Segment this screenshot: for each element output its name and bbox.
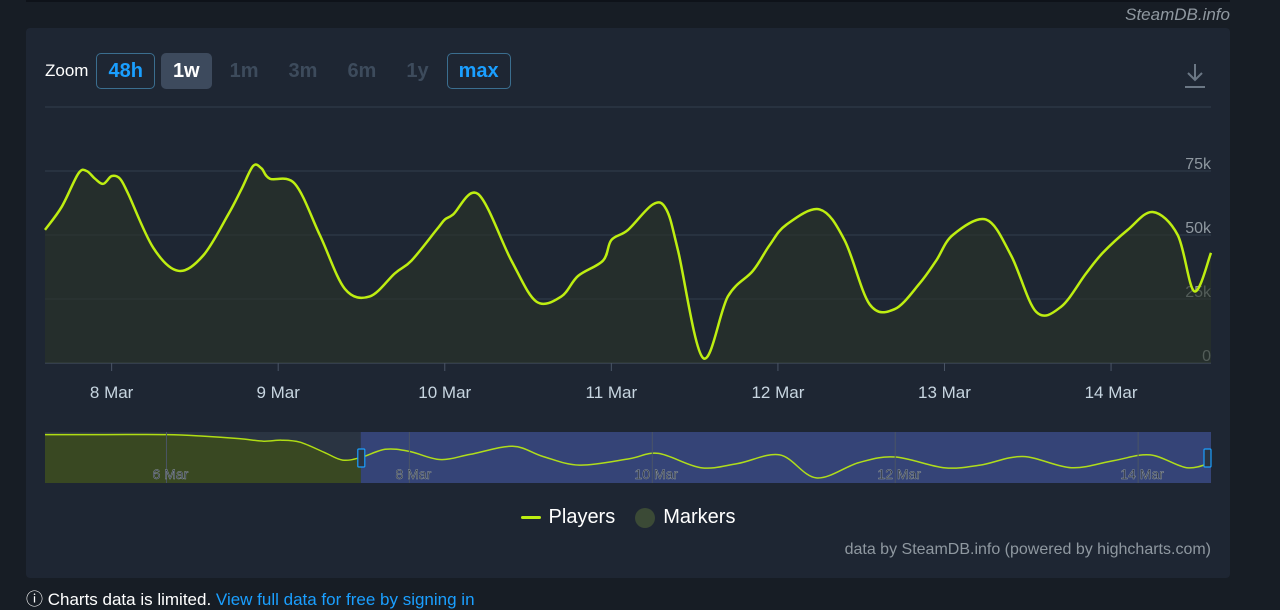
zoom-label: Zoom	[45, 61, 89, 80]
x-tick-label: 8 Mar	[90, 383, 134, 402]
chart-legend: Players Markers	[26, 506, 1230, 529]
zoom-1y-button[interactable]: 1y	[406, 59, 429, 82]
x-tick-label: 11 Mar	[586, 383, 638, 402]
chart-panel: Zoom 48h 1w 1m 3m 6m 1y max 025k50k75k8 …	[26, 28, 1230, 578]
navigator-handle-left	[357, 448, 366, 468]
steamdb-credit: SteamDB.info	[1125, 5, 1230, 24]
zoom-48h-button[interactable]: 48h	[96, 53, 155, 89]
zoom-1w-button[interactable]: 1w	[160, 53, 212, 89]
players-area	[45, 164, 1211, 363]
zoom-max-button[interactable]: max	[446, 53, 511, 89]
zoom-controls: Zoom 48h 1w 1m 3m 6m 1y max	[45, 53, 517, 89]
zoom-6m-button[interactable]: 6m	[347, 59, 377, 82]
limited-data-notice: ⓘ Charts data is limited. View full data…	[26, 585, 475, 610]
zoom-3m-button[interactable]: 3m	[288, 59, 318, 82]
top-divider	[26, 0, 1230, 2]
legend-players-label: Players	[548, 506, 616, 528]
navigator-line	[45, 433, 1212, 479]
legend-players[interactable]: Players	[520, 506, 616, 529]
y-tick-label: 50k	[1185, 220, 1212, 237]
players-swatch	[520, 516, 541, 519]
x-tick-label: 9 Mar	[256, 383, 300, 402]
zoom-1m-button[interactable]: 1m	[229, 59, 259, 82]
navigator-tick-label: 10 Mar	[635, 466, 679, 482]
navigator-area-outside	[45, 434, 361, 483]
x-tick-label: 10 Mar	[418, 383, 471, 402]
navigator-tick-label: 8 Mar	[395, 466, 431, 482]
navigator-tick-label: 12 Mar	[877, 466, 921, 482]
download-icon[interactable]	[1184, 61, 1206, 89]
markers-swatch	[635, 507, 656, 528]
legend-markers[interactable]: Markers	[635, 506, 735, 529]
navigator-handle-right	[1203, 448, 1212, 468]
players-line	[43, 163, 1213, 360]
navigator-tick-label: 14 Mar	[1120, 466, 1164, 482]
legend-markers-label: Markers	[663, 506, 736, 528]
y-tick-label: 75k	[1185, 156, 1212, 173]
x-tick-label: 14 Mar	[1085, 383, 1138, 402]
chart-credits[interactable]: data by SteamDB.info (powered by highcha…	[844, 541, 1211, 558]
x-tick-label: 13 Mar	[918, 383, 971, 402]
x-tick-label: 12 Mar	[751, 383, 804, 402]
navigator-tick-label: 6 Mar	[153, 466, 189, 482]
